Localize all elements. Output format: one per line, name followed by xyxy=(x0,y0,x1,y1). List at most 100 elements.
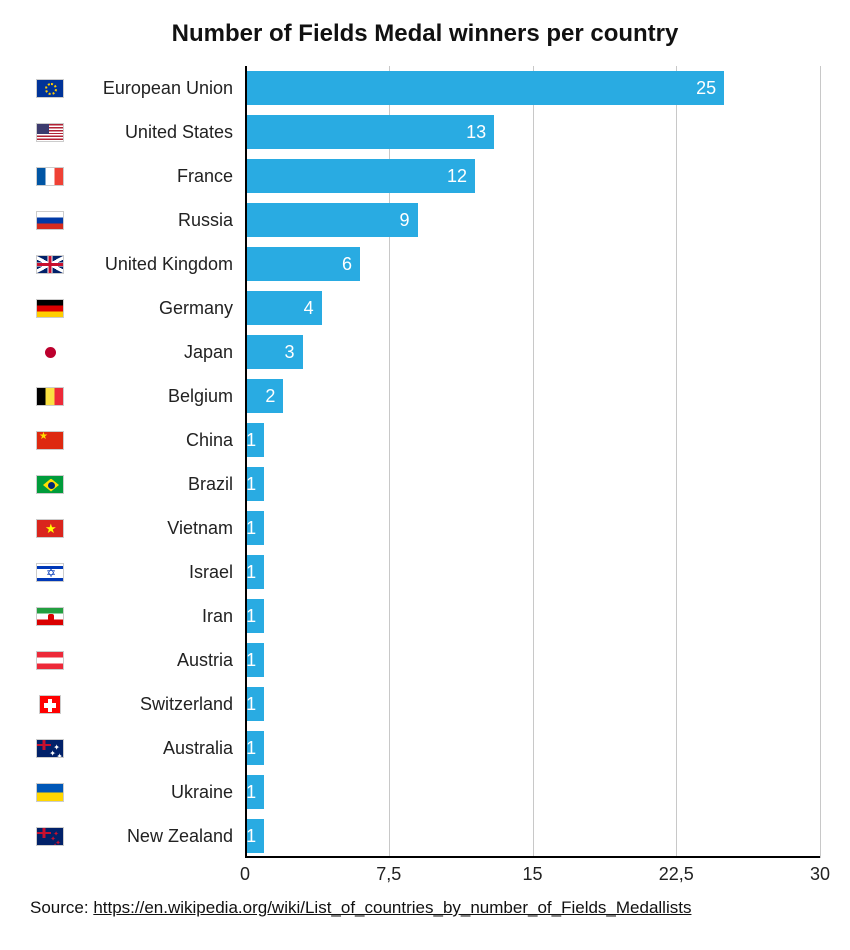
bar: 13 xyxy=(245,115,494,149)
bar-area: 1 xyxy=(245,638,820,682)
rows-wrap: European Union25United States13France12R… xyxy=(30,66,820,858)
flag-cell xyxy=(30,563,70,582)
vn-flag-icon xyxy=(36,519,64,538)
bar-area: 1 xyxy=(245,506,820,550)
nz-flag-icon xyxy=(36,827,64,846)
x-tick-label: 22,5 xyxy=(659,864,694,885)
country-label: Brazil xyxy=(70,474,245,495)
x-tick-label: 0 xyxy=(240,864,250,885)
source-prefix: Source: xyxy=(30,898,93,917)
data-row: France 12 xyxy=(30,154,820,198)
flag-cell xyxy=(30,827,70,846)
flag-cell xyxy=(30,475,70,494)
country-label: United States xyxy=(70,122,245,143)
data-row: Belgium2 xyxy=(30,374,820,418)
data-row: Brazil1 xyxy=(30,462,820,506)
country-label: Vietnam xyxy=(70,518,245,539)
bar: 1 xyxy=(245,599,264,633)
bar-area: 1 xyxy=(245,682,820,726)
bar-area: 1 xyxy=(245,594,820,638)
country-label: Ukraine xyxy=(70,782,245,803)
bar: 1 xyxy=(245,775,264,809)
x-tick-label: 30 xyxy=(810,864,830,885)
data-row: United States 13 xyxy=(30,110,820,154)
bar-area: 9 xyxy=(245,198,820,242)
data-row: Australia1 xyxy=(30,726,820,770)
bar: 4 xyxy=(245,291,322,325)
bar-value: 1 xyxy=(246,650,256,671)
bar: 6 xyxy=(245,247,360,281)
flag-cell xyxy=(30,167,70,186)
flag-cell xyxy=(30,211,70,230)
flag-cell xyxy=(30,519,70,538)
flag-cell xyxy=(30,607,70,626)
gb-flag-icon xyxy=(36,255,64,274)
flag-cell xyxy=(30,299,70,318)
bar: 3 xyxy=(245,335,303,369)
data-row: China1 xyxy=(30,418,820,462)
bar-value: 12 xyxy=(447,166,467,187)
bar-area: 25 xyxy=(245,66,820,110)
flag-cell xyxy=(30,783,70,802)
country-label: New Zealand xyxy=(70,826,245,847)
ua-flag-icon xyxy=(36,783,64,802)
fr-flag-icon xyxy=(36,167,64,186)
bar-area: 1 xyxy=(245,814,820,858)
bar-value: 1 xyxy=(246,694,256,715)
be-flag-icon xyxy=(36,387,64,406)
data-row: Russia 9 xyxy=(30,198,820,242)
br-flag-icon xyxy=(36,475,64,494)
jp-flag-icon xyxy=(36,343,64,362)
bar: 1 xyxy=(245,555,264,589)
country-label: European Union xyxy=(70,78,245,99)
chart-container: Number of Fields Medal winners per count… xyxy=(0,0,850,928)
bar-value: 13 xyxy=(466,122,486,143)
data-row: Germany 4 xyxy=(30,286,820,330)
x-tick-label: 7,5 xyxy=(376,864,401,885)
us-flag-icon xyxy=(36,123,64,142)
flag-cell xyxy=(30,343,70,362)
bar-value: 1 xyxy=(246,738,256,759)
bar-value: 4 xyxy=(304,298,314,319)
bar: 1 xyxy=(245,819,264,853)
source-link[interactable]: https://en.wikipedia.org/wiki/List_of_co… xyxy=(93,898,691,917)
bar-area: 12 xyxy=(245,154,820,198)
bar: 1 xyxy=(245,731,264,765)
x-tick-label: 15 xyxy=(522,864,542,885)
bar-area: 1 xyxy=(245,770,820,814)
data-row: Israel1 xyxy=(30,550,820,594)
country-label: Russia xyxy=(70,210,245,231)
bar-value: 1 xyxy=(246,562,256,583)
bar: 1 xyxy=(245,467,264,501)
cn-flag-icon xyxy=(36,431,64,450)
country-label: Israel xyxy=(70,562,245,583)
data-row: Ukraine1 xyxy=(30,770,820,814)
data-row: Switzerland1 xyxy=(30,682,820,726)
data-row: New Zealand1 xyxy=(30,814,820,858)
bar-value: 1 xyxy=(246,782,256,803)
data-row: European Union25 xyxy=(30,66,820,110)
data-row: United Kingdom6 xyxy=(30,242,820,286)
flag-cell xyxy=(30,651,70,670)
country-label: France xyxy=(70,166,245,187)
country-label: Austria xyxy=(70,650,245,671)
bar: 9 xyxy=(245,203,418,237)
ch-flag-icon xyxy=(39,695,61,714)
bar-area: 1 xyxy=(245,726,820,770)
country-label: Switzerland xyxy=(70,694,245,715)
country-label: Iran xyxy=(70,606,245,627)
ru-flag-icon xyxy=(36,211,64,230)
bar-value: 9 xyxy=(399,210,409,231)
de-flag-icon xyxy=(36,299,64,318)
country-label: Germany xyxy=(70,298,245,319)
il-flag-icon xyxy=(36,563,64,582)
flag-cell xyxy=(30,387,70,406)
flag-cell xyxy=(30,431,70,450)
flag-cell xyxy=(30,739,70,758)
country-label: United Kingdom xyxy=(70,254,245,275)
chart-body: European Union25United States13France12R… xyxy=(30,66,820,884)
x-axis: 07,51522,530 xyxy=(245,858,820,884)
bar-area: 6 xyxy=(245,242,820,286)
data-row: Vietnam1 xyxy=(30,506,820,550)
bar-value: 1 xyxy=(246,474,256,495)
